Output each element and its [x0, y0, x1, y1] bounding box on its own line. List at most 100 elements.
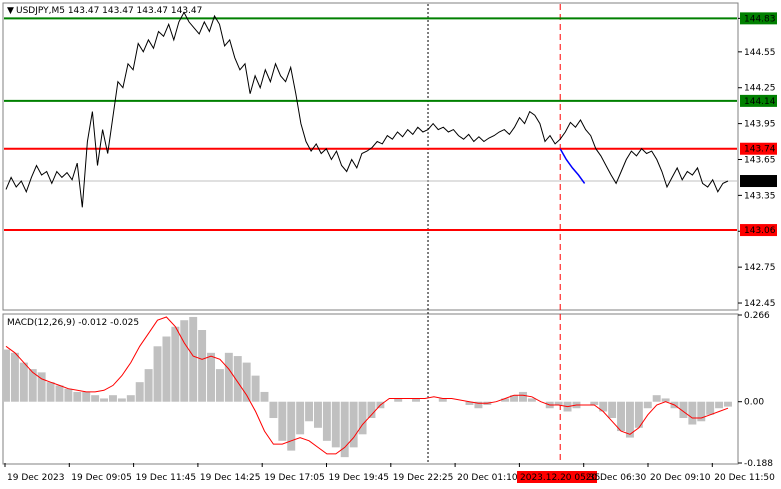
x-tick-label: 19 Dec 14:25 [200, 473, 261, 483]
level-price-badge [740, 12, 777, 25]
current-price-label: 143.47 [744, 177, 776, 187]
y-tick-label: 144.55 [744, 48, 776, 58]
macd-histogram-bar [215, 369, 224, 402]
level-price-badge [740, 142, 777, 155]
macd-histogram-bar [349, 401, 358, 448]
macd-histogram-bar [661, 398, 670, 402]
macd-histogram-bar [679, 401, 688, 419]
macd-histogram-bar [688, 401, 697, 425]
blue-trend-line [559, 148, 586, 184]
macd-histogram-bar [37, 372, 46, 402]
macd-histogram-bar [412, 398, 420, 402]
x-tick-label: 19 Dec 19:45 [329, 473, 390, 483]
macd-histogram-bar [180, 320, 189, 402]
macd-histogram-bar [242, 362, 251, 402]
dropdown-triangle-icon[interactable]: ▼ [7, 6, 14, 16]
macd-histogram-bar [251, 375, 260, 402]
level-price-label: 143.06 [744, 226, 776, 236]
price-series-line [5, 11, 729, 208]
macd-histogram-bar [224, 352, 233, 402]
macd-histogram-bar [171, 326, 180, 402]
macd-histogram-bar [10, 352, 19, 402]
macd-histogram-bar [260, 391, 269, 402]
x-tick-label: 19 Dec 17:05 [264, 473, 325, 483]
macd-signal-line [5, 316, 729, 455]
macd-histogram-bar [46, 382, 55, 402]
macd-title: MACD(12,26,9) -0.012 -0.025 [7, 318, 139, 328]
level-price-badge [740, 94, 777, 107]
macd-histogram-bar [126, 395, 135, 402]
macd-y-tick-label: 0.00 [744, 398, 764, 408]
macd-histogram-bar [724, 401, 732, 407]
macd-histogram-bar [554, 401, 563, 405]
y-tick-label: 143.65 [744, 155, 776, 165]
macd-histogram-bar [198, 329, 207, 402]
x-tick-label: 20 Dec 09:10 [650, 473, 711, 483]
macd-histogram-bar [189, 316, 198, 402]
x-tick-label: 19 Dec 11:45 [136, 473, 197, 483]
level-price-badge [740, 224, 777, 237]
macd-histogram-bar [64, 388, 73, 402]
price-pane[interactable] [2, 2, 739, 311]
macd-histogram-bar [135, 382, 144, 402]
x-tick-label: 19 Dec 22:25 [393, 473, 454, 483]
y-tick-label: 142.75 [744, 263, 776, 273]
level-price-label: 144.83 [744, 14, 776, 24]
macd-histogram-bar [643, 401, 652, 409]
macd-histogram-bar [652, 395, 661, 402]
macd-histogram-bar [207, 352, 215, 402]
macd-histogram-bar [697, 401, 706, 422]
macd-histogram-bar [108, 395, 117, 402]
macd-histogram-bar [269, 401, 278, 419]
price-chart-title: USDJPY,M5 143.47 143.47 143.47 143.47 [16, 6, 202, 16]
macd-histogram-bar [501, 398, 510, 402]
price-layer [4, 4, 737, 463]
macd-histogram-bar [474, 401, 483, 409]
x-tick-label: 19 Dec 2023 [7, 473, 65, 483]
y-tick-label: 144.25 [744, 84, 776, 94]
time-marker-badge [517, 471, 597, 483]
macd-histogram-bar [82, 391, 91, 402]
macd-histogram-bar [706, 401, 715, 415]
macd-histogram-bar [100, 398, 109, 402]
macd-histogram-bar [715, 401, 724, 409]
macd-histogram-bar [465, 401, 474, 405]
macd-pane[interactable] [2, 313, 739, 465]
level-price-label: 144.14 [744, 97, 776, 107]
macd-histogram-bar [153, 346, 162, 402]
macd-histogram-bar [162, 336, 171, 402]
macd-histogram-bar [625, 401, 634, 438]
macd-histogram-bar [608, 401, 617, 419]
macd-histogram-bar [367, 401, 376, 419]
macd-histogram-bar [144, 369, 153, 402]
y-tick-label: 142.45 [744, 299, 776, 309]
macd-layer [2, 316, 732, 458]
macd-y-tick-label: -0.188 [744, 459, 773, 469]
macd-histogram-bar [519, 391, 527, 402]
macd-histogram-bar [527, 398, 536, 402]
macd-histogram-bar [296, 401, 305, 435]
macd-histogram-bar [340, 401, 349, 458]
macd-histogram-bar [331, 401, 340, 448]
y-tick-label: 143.95 [744, 120, 776, 130]
axis-layer: 144.83 144.55 144.25 143.95 143.65 143.35 143.… [4, 12, 777, 483]
price-pane-header: ▼ USDJPY,M5 143.47 143.47 143.47 143.47 [7, 6, 202, 16]
macd-histogram-bar [73, 391, 82, 402]
macd-histogram-bar [394, 398, 403, 402]
macd-histogram-bar [634, 401, 643, 428]
macd-histogram-bar [438, 398, 447, 402]
macd-histogram-bar [233, 356, 242, 402]
y-tick-label: 143.35 [744, 191, 776, 201]
current-price-badge [740, 175, 777, 188]
macd-histogram-bar [278, 401, 287, 441]
macd-histogram-bar [28, 369, 37, 402]
time-marker-label: 2023.12.20 05:35 [520, 473, 600, 483]
macd-histogram-bar [510, 395, 519, 402]
macd-histogram-bar [314, 401, 322, 428]
macd-histogram-bar [322, 401, 331, 441]
x-tick-label: 20 Dec 01:10 [457, 473, 518, 483]
macd-histogram-bar [599, 401, 608, 412]
macd-histogram-bar [117, 398, 126, 402]
